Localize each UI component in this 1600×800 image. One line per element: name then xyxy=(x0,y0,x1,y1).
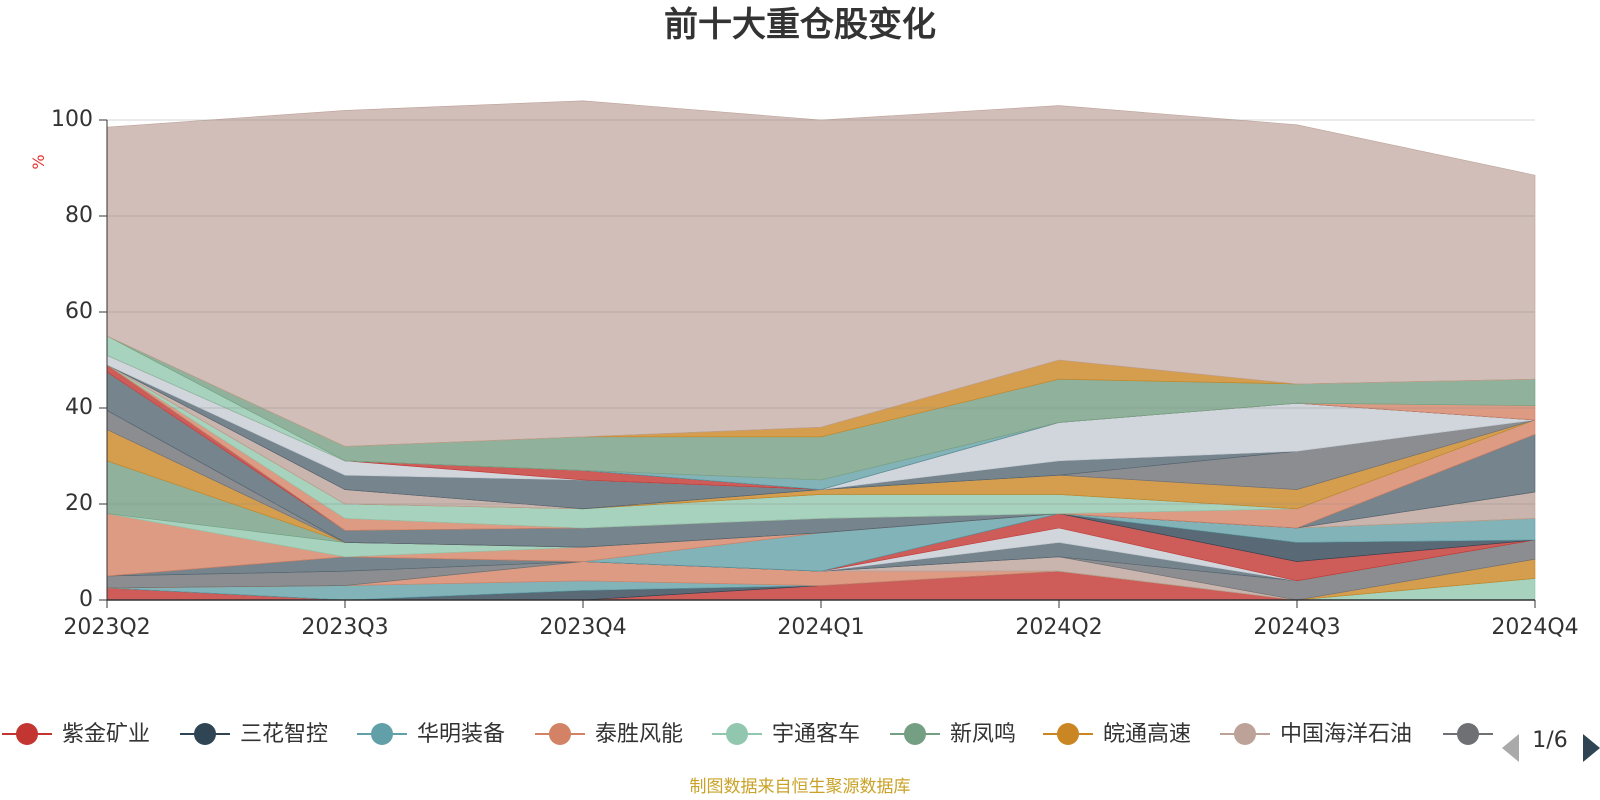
legend-label-2: 华明装备 xyxy=(417,722,505,747)
legend-marker-0 xyxy=(16,723,38,745)
triangle-right-icon[interactable] xyxy=(1583,734,1600,762)
grid-lines xyxy=(107,119,1535,505)
x-tick-label-1: 2023Q3 xyxy=(301,615,388,640)
legend-marker-5 xyxy=(904,723,926,745)
legend-marker-2 xyxy=(371,723,393,745)
legend-item-5[interactable]: 新凤鸣 xyxy=(890,722,1016,747)
legend-marker-4 xyxy=(726,723,748,745)
legend-label-1: 三花智控 xyxy=(240,722,328,747)
plot-area xyxy=(106,100,1536,601)
y-tick-label-5: 100 xyxy=(51,107,93,132)
x-tick-label-6: 2024Q4 xyxy=(1491,615,1578,640)
y-tick-label-0: 0 xyxy=(79,587,93,612)
legend-marker-8 xyxy=(1457,723,1479,745)
axes: 0 20 40 60 80 100 2023Q2 2023Q3 2023Q4 2024Q1 2024… xyxy=(51,107,1579,640)
legend-item-4[interactable]: 宇通客车 xyxy=(712,722,860,747)
legend-item-3[interactable]: 泰胜风能 xyxy=(535,722,683,747)
legend: 紫金矿业 三花智控 华明装备 泰胜风能 宇通客车 新凤鸣 皖通高速 中国海洋石油 xyxy=(2,722,1493,747)
y-axis-unit-label: % xyxy=(29,154,48,169)
y-tick-label-4: 80 xyxy=(65,203,93,228)
legend-label-0: 紫金矿业 xyxy=(62,722,150,747)
legend-item-8[interactable] xyxy=(1443,723,1493,745)
legend-item-2[interactable]: 华明装备 xyxy=(357,722,505,747)
chart-title: 前十大重仓股变化 xyxy=(664,5,936,45)
x-tick-label-3: 2024Q1 xyxy=(777,615,864,640)
y-tick-label-2: 40 xyxy=(65,395,93,420)
legend-label-4: 宇通客车 xyxy=(772,722,860,747)
data-source-note: 制图数据来自恒生聚源数据库 xyxy=(690,777,911,797)
legend-label-5: 新凤鸣 xyxy=(950,722,1016,747)
legend-item-0[interactable]: 紫金矿业 xyxy=(2,722,150,747)
x-tick-label-5: 2024Q3 xyxy=(1253,615,1340,640)
legend-label-6: 皖通高速 xyxy=(1103,722,1191,747)
triangle-left-icon[interactable] xyxy=(1502,734,1519,762)
x-tick-label-2: 2023Q4 xyxy=(539,615,626,640)
legend-pager: 1/6 xyxy=(1502,728,1600,762)
area-series-40[interactable] xyxy=(106,100,1536,447)
legend-item-1[interactable]: 三花智控 xyxy=(180,722,328,747)
legend-item-7[interactable]: 中国海洋石油 xyxy=(1220,722,1412,747)
x-tick-label-4: 2024Q2 xyxy=(1015,615,1102,640)
legend-marker-7 xyxy=(1234,723,1256,745)
x-tick-label-0: 2023Q2 xyxy=(63,615,150,640)
legend-marker-6 xyxy=(1057,723,1079,745)
legend-marker-3 xyxy=(549,723,571,745)
legend-item-6[interactable]: 皖通高速 xyxy=(1043,722,1191,747)
legend-page-indicator: 1/6 xyxy=(1532,728,1567,753)
y-tick-label-1: 20 xyxy=(65,491,93,516)
legend-marker-1 xyxy=(194,723,216,745)
legend-label-3: 泰胜风能 xyxy=(595,722,683,747)
legend-label-7: 中国海洋石油 xyxy=(1280,722,1412,747)
y-tick-label-3: 60 xyxy=(65,299,93,324)
